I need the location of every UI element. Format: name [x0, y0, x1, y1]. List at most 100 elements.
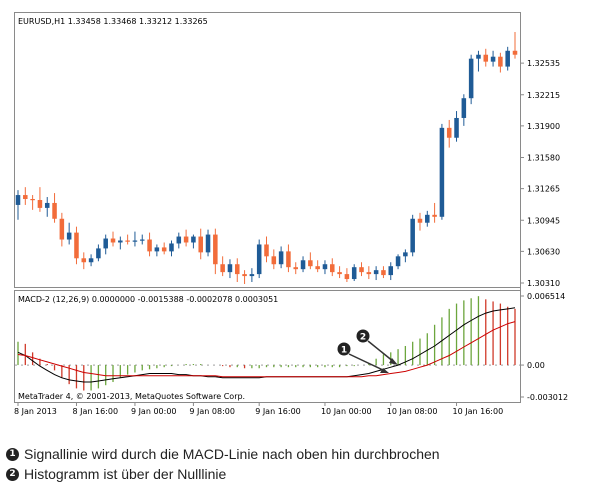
- x-tick-label: 9 Jan 00:00: [131, 407, 177, 416]
- candle-body: [286, 251, 291, 268]
- candle-body: [505, 50, 510, 67]
- candle-body: [373, 270, 379, 275]
- marker-1-label: 1: [341, 346, 347, 356]
- candle-body: [147, 239, 152, 252]
- candle-body: [139, 239, 145, 241]
- candle-body: [439, 127, 445, 217]
- candle-body: [417, 218, 423, 223]
- price-y-tick-label: 1.31580: [527, 154, 560, 163]
- candle-body: [161, 247, 167, 252]
- macd-title: MACD-2 (12,26,9) 0.0000000 -0.0015388 -0…: [18, 295, 278, 304]
- candle-body: [308, 260, 313, 267]
- caption-2-text: Histogramm ist über der Nulllinie: [24, 466, 227, 482]
- candle-body: [359, 267, 364, 273]
- macd-y-tick-label: 0.00: [527, 361, 545, 370]
- chart-figure: EURUSD,H1 1.33458 1.33468 1.33212 1.3326…: [14, 12, 568, 416]
- caption-2-badge: 2: [6, 467, 19, 481]
- candles: [15, 32, 518, 284]
- candle-body: [468, 58, 474, 99]
- candle-body: [512, 50, 518, 55]
- candle-body: [169, 243, 174, 252]
- candle-body: [30, 199, 35, 201]
- watermark: MetaTrader 4, © 2001-2013, MetaQuotes So…: [18, 392, 245, 401]
- candle-body: [52, 202, 57, 219]
- candle-body: [293, 267, 299, 270]
- candle-body: [118, 240, 123, 243]
- candle-body: [96, 248, 101, 259]
- candle-body: [213, 234, 218, 265]
- price-y-tick-label: 1.30945: [527, 216, 560, 225]
- candle-body: [66, 232, 72, 240]
- candle-body: [432, 214, 437, 217]
- marker-1: 1: [337, 342, 389, 373]
- candle-body: [351, 267, 357, 280]
- candle-body: [198, 236, 203, 253]
- marker-2-label: 2: [360, 333, 366, 343]
- caption-1-badge: 1: [6, 447, 19, 461]
- candle-body: [403, 252, 408, 257]
- candle-body: [103, 238, 108, 249]
- candle-body: [74, 232, 79, 259]
- candle-body: [110, 238, 116, 243]
- macd-y-ticks: 0.006514 0.00 -0.003012: [520, 292, 568, 402]
- candle-body: [264, 244, 269, 257]
- candle-body: [490, 56, 496, 62]
- signal-line: [17, 321, 516, 378]
- macd-panel-frame: [14, 290, 521, 403]
- candle-body: [461, 98, 467, 118]
- price-y-tick-label: 1.31265: [527, 185, 560, 194]
- candle-body: [44, 202, 50, 208]
- candle-body: [381, 270, 386, 276]
- candle-body: [23, 195, 28, 200]
- candle-body: [498, 56, 503, 67]
- candle-body: [125, 240, 130, 242]
- x-tick-label: 10 Jan 16:00: [453, 407, 504, 416]
- macd-y-tick-label: 0.006514: [527, 292, 565, 301]
- x-tick-label: 10 Jan 08:00: [387, 407, 438, 416]
- candle-body: [446, 127, 452, 138]
- candle-body: [454, 117, 459, 138]
- price-y-tick-label: 1.31900: [527, 122, 560, 131]
- price-y-ticks: 1.32535 1.32215 1.31900 1.31580 1.31265 1.309…: [520, 59, 560, 288]
- candle-body: [37, 199, 43, 208]
- price-y-tick-label: 1.30630: [527, 247, 560, 256]
- caption-2: 2 Histogramm ist über der Nulllinie: [6, 466, 226, 482]
- candle-body: [205, 234, 211, 253]
- candle-body: [330, 264, 335, 273]
- candle-body: [154, 247, 160, 252]
- candle-body: [59, 218, 65, 240]
- candle-body: [395, 256, 401, 267]
- candle-body: [271, 256, 277, 265]
- marker-2: 2: [356, 329, 398, 365]
- candle-body: [337, 272, 342, 275]
- candle-body: [81, 258, 87, 263]
- candle-body: [425, 214, 430, 223]
- candle-body: [15, 195, 21, 205]
- candle-body: [322, 264, 328, 270]
- macd-y-tick-label: -0.003012: [527, 393, 568, 402]
- price-panel-frame: [14, 12, 521, 288]
- candle-body: [410, 218, 415, 253]
- candle-body: [278, 251, 284, 265]
- candle-body: [227, 264, 233, 273]
- candle-body: [234, 264, 240, 275]
- candle-body: [300, 260, 306, 270]
- candle-body: [315, 266, 320, 270]
- candle-body: [256, 244, 262, 275]
- candle-body: [191, 236, 196, 243]
- candle-body: [483, 54, 489, 62]
- caption-1-text: Signallinie wird durch die MACD-Linie na…: [24, 446, 440, 462]
- macd-lines: [17, 307, 516, 383]
- candle-body: [176, 236, 182, 244]
- x-tick-label: 9 Jan 08:00: [189, 407, 235, 416]
- price-y-tick-label: 1.30310: [527, 279, 560, 288]
- candle-body: [388, 266, 394, 276]
- caption-1: 1 Signallinie wird durch die MACD-Linie …: [6, 446, 440, 462]
- candle-body: [88, 258, 94, 263]
- candle-body: [242, 274, 247, 277]
- candle-body: [366, 272, 372, 275]
- candle-body: [183, 236, 189, 243]
- candle-body: [220, 264, 225, 273]
- price-title: EURUSD,H1 1.33458 1.33468 1.33212 1.3326…: [18, 17, 208, 26]
- candle-body: [476, 54, 481, 59]
